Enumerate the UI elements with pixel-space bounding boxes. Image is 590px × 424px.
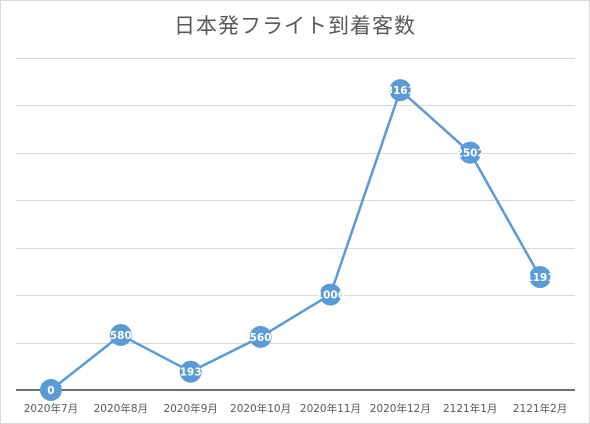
data-label: 580 bbox=[110, 330, 132, 342]
x-tick-label: 2020年10月 bbox=[230, 402, 291, 415]
x-tick-label: 2121年1月 bbox=[443, 402, 497, 415]
data-point bbox=[459, 141, 482, 164]
data-point bbox=[249, 325, 272, 348]
x-tick-label: 2020年7月 bbox=[24, 402, 78, 415]
x-tick-label: 2020年12月 bbox=[370, 402, 431, 415]
data-label: 3161 bbox=[386, 85, 415, 97]
data-point bbox=[319, 283, 342, 306]
data-point bbox=[389, 79, 412, 102]
chart-title: 日本発フライト到着客数 bbox=[174, 14, 416, 38]
x-tick-label: 2020年11月 bbox=[300, 402, 361, 415]
data-label: 1006 bbox=[316, 290, 345, 302]
x-tick-label: 2121年2月 bbox=[513, 402, 567, 415]
series-line bbox=[50, 88, 542, 391]
x-tick-label: 2020年9月 bbox=[163, 402, 217, 415]
data-point bbox=[529, 266, 552, 289]
data-point bbox=[109, 323, 132, 346]
data-point bbox=[179, 360, 202, 383]
data-label: 193 bbox=[180, 367, 202, 379]
data-point bbox=[39, 379, 62, 401]
data-label: 1191 bbox=[525, 272, 554, 284]
data-label: 0 bbox=[47, 385, 54, 397]
data-label: 560 bbox=[250, 332, 272, 344]
x-tick-label: 2020年8月 bbox=[94, 402, 148, 415]
data-label: 2502 bbox=[456, 148, 485, 160]
